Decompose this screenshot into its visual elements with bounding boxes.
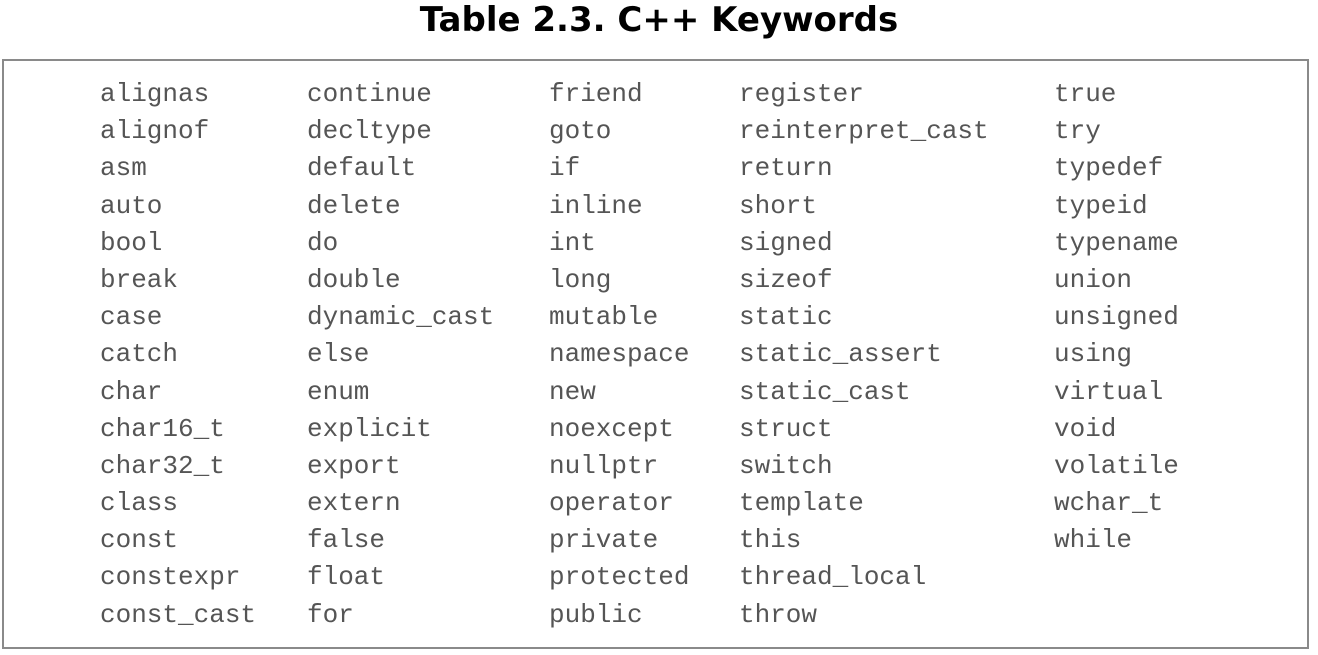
keyword-cell: do [307, 227, 339, 258]
keyword-cell: short [739, 190, 818, 221]
keyword-cell: inline [549, 190, 643, 221]
keyword-cell: class [100, 488, 179, 519]
keywords-table: alignas alignof asm auto bool break case catch c… [2, 59, 1309, 649]
keyword-cell: if [549, 153, 581, 184]
keyword-column-2: continue decltype default delete do double dyn… [307, 76, 494, 634]
keyword-cell: for [307, 599, 354, 630]
keyword-cell: private [549, 525, 659, 556]
keyword-cell: dynamic_cast [307, 302, 495, 333]
keyword-cell: new [549, 376, 596, 407]
keyword-cell: asm [100, 153, 147, 184]
keyword-cell: register [739, 79, 864, 109]
keyword-cell: decltype [307, 116, 432, 147]
keyword-cell: void [1054, 413, 1117, 444]
keyword-cell: alignof [100, 116, 210, 147]
keyword-cell: char [100, 376, 163, 407]
keyword-cell: explicit [307, 413, 432, 444]
keyword-cell: auto [100, 190, 163, 221]
keyword-cell: nullptr [549, 450, 659, 481]
keyword-cell: extern [307, 488, 401, 519]
keyword-cell: static [739, 302, 833, 333]
keyword-column-3: friend goto if inline int long mutable namespac… [549, 76, 689, 634]
keyword-cell: enum [307, 376, 370, 407]
keyword-cell: friend [549, 79, 643, 109]
keyword-cell: throw [739, 599, 818, 630]
keyword-cell: float [307, 562, 386, 593]
keyword-column-5: true try typedef typeid typename union unsigne… [1054, 76, 1179, 559]
keyword-cell: noexcept [549, 413, 674, 444]
keyword-cell: delete [307, 190, 401, 221]
keyword-cell: volatile [1054, 450, 1179, 481]
keyword-cell: signed [739, 227, 833, 258]
keyword-cell: wchar_t [1054, 488, 1164, 519]
keyword-cell: export [307, 450, 401, 481]
keyword-cell: catch [100, 339, 179, 370]
keyword-cell: int [549, 227, 596, 258]
keyword-cell: false [307, 525, 386, 556]
keyword-cell: else [307, 339, 370, 370]
keyword-cell: true [1054, 79, 1117, 109]
keyword-cell: virtual [1054, 376, 1164, 407]
keyword-cell: long [549, 264, 612, 295]
keyword-cell: char16_t [100, 413, 225, 444]
keyword-cell: constexpr [100, 562, 241, 593]
keyword-cell: namespace [549, 339, 690, 370]
keyword-cell: using [1054, 339, 1133, 370]
keyword-cell: goto [549, 116, 612, 147]
keyword-cell: typeid [1054, 190, 1148, 221]
keyword-cell: alignas [100, 79, 210, 109]
keyword-cell: struct [739, 413, 833, 444]
keyword-cell: public [549, 599, 643, 630]
keyword-cell: mutable [549, 302, 659, 333]
keyword-cell: case [100, 302, 163, 333]
keyword-cell: break [100, 264, 179, 295]
keyword-cell: double [307, 264, 401, 295]
keyword-cell: this [739, 525, 802, 556]
keyword-cell: sizeof [739, 264, 833, 295]
keyword-cell: unsigned [1054, 302, 1179, 333]
keyword-cell: const_cast [100, 599, 257, 630]
keyword-cell: typename [1054, 227, 1179, 258]
keyword-cell: static_cast [739, 376, 911, 407]
keyword-cell: char32_t [100, 450, 225, 481]
keyword-cell: template [739, 488, 864, 519]
keyword-column-1: alignas alignof asm auto bool break case catch c… [100, 76, 256, 634]
keyword-cell: thread_local [739, 562, 927, 593]
keyword-cell: default [307, 153, 417, 184]
keyword-cell: try [1054, 116, 1101, 147]
keyword-cell: operator [549, 488, 674, 519]
table-title: Table 2.3. C++ Keywords [419, 0, 899, 40]
keyword-cell: reinterpret_cast [739, 116, 989, 147]
keyword-cell: continue [307, 79, 432, 109]
keyword-cell: const [100, 525, 179, 556]
keyword-cell: while [1054, 525, 1133, 556]
keyword-cell: return [739, 153, 833, 184]
keyword-cell: typedef [1054, 153, 1164, 184]
keyword-cell: protected [549, 562, 690, 593]
keyword-cell: union [1054, 264, 1133, 295]
keyword-cell: bool [100, 227, 163, 258]
keyword-cell: switch [739, 450, 833, 481]
keyword-cell: static_assert [739, 339, 942, 370]
